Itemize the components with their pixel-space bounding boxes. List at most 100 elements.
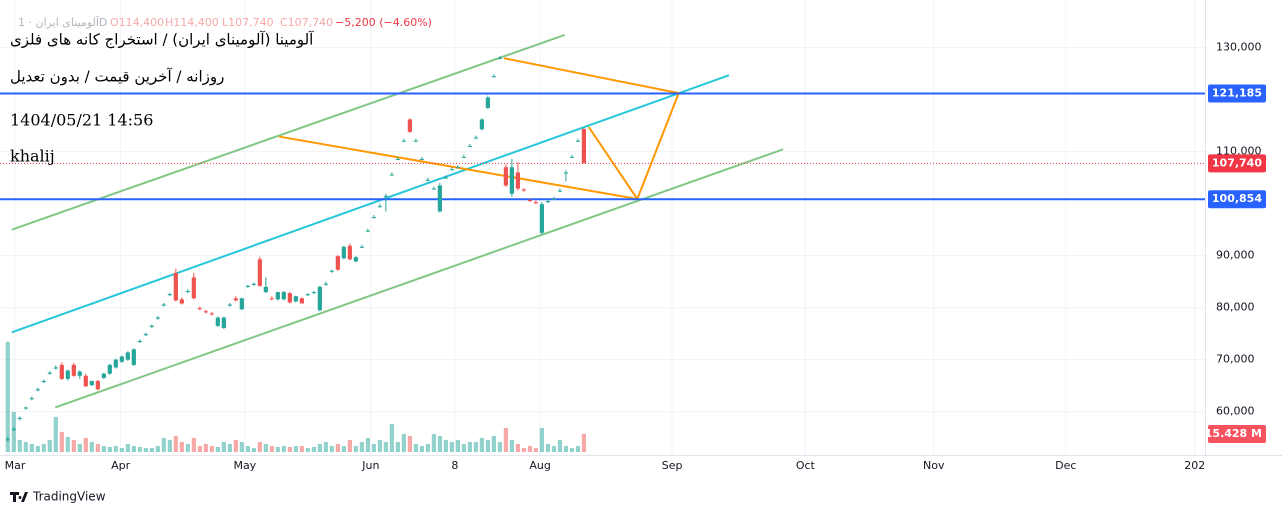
y-tick-label: 70,000 [1216,353,1255,366]
volume-bar [257,441,262,452]
candle-body [137,340,142,342]
candle-body [29,398,34,400]
x-tick-label: 8 [451,459,458,472]
candle-body [221,317,226,328]
volume-bar [347,439,352,452]
candle-body [401,140,406,142]
last-price-label-bg [1208,154,1266,173]
candle-body [353,257,358,262]
volume-bar [113,446,118,452]
volume-bar [131,446,136,452]
volume-bar [533,448,538,452]
volume-bar [335,443,340,452]
volume-bar [17,439,22,452]
candle-body [155,317,160,319]
volume-bar [95,443,100,452]
volume-bar [413,443,418,452]
candle-body [161,304,166,306]
volume-bar [227,443,232,452]
candle-body [41,380,46,383]
volume-bar [377,439,382,452]
candle-body [101,373,106,378]
candle-body [371,217,376,219]
candles-layer [5,55,586,442]
trend-line [11,74,730,334]
candle-body [263,286,268,293]
volume-bar [419,446,424,452]
candle-body [131,349,136,365]
candle-body [497,58,502,60]
candle-body [251,283,256,285]
volume-bar [527,446,532,452]
volume-bar [119,448,124,452]
candle-body [167,294,172,296]
volume-bar [443,439,448,452]
candle-body [299,298,304,304]
close: C107,740 [280,16,333,29]
candle-body [407,119,412,132]
volume-bar [407,435,412,452]
candle-body [329,270,334,272]
header-layer: آلومینای ایران · 1D O114,400 H114,400 L1… [10,15,432,166]
candle-body [281,292,286,300]
candle-body [287,293,292,303]
candle-body [563,172,568,174]
x-tick-label: Apr [111,459,131,472]
candle-body [185,291,190,293]
volume-bar [59,432,64,452]
volume-bar [233,439,238,452]
candle-body [11,428,16,430]
volume-bar [311,446,316,452]
candle-body [395,158,400,160]
volume-bar [65,436,70,452]
volume-bar [173,435,178,452]
volume-bar [305,448,310,452]
trend-line [11,34,566,231]
volume-bar [29,443,34,452]
candle-body [545,201,550,203]
candle-body [551,198,556,201]
candle-body [509,167,514,194]
axis-layer: 60,000 70,000 80,000 90,000 110,000 130,000 Ma… [0,0,1282,472]
candle-body [473,137,478,139]
candle-body [425,179,430,181]
candle-body [227,304,232,306]
volume-bar [167,439,172,452]
candle-body [479,119,484,130]
volume-bar [83,437,88,452]
volume-bar [53,416,58,452]
candle-body [35,389,40,391]
candle-body [341,246,346,259]
candle-body [89,380,94,386]
volume-bar [521,448,526,452]
volume-bar [449,441,454,452]
volume-bar [563,446,568,452]
candle-body [83,375,88,387]
volume-bar [515,443,520,452]
candle-body [191,277,196,299]
x-tick-label: Mar [5,459,26,472]
candle-body [113,359,118,368]
candle-body [293,296,298,302]
candle-body [443,177,448,179]
overlay-author: khalij [10,147,55,166]
volume-bar [551,446,556,452]
volume-bar [317,443,322,452]
y-tick-label: 60,000 [1216,405,1255,418]
hline-label-bg [1208,190,1266,209]
candle-body [365,230,370,232]
volume-bar [251,448,256,452]
candle-body [491,76,496,78]
volume-bar [323,441,328,452]
volume-bar [431,433,436,452]
volume-bar [161,437,166,452]
volume-bar [41,443,46,452]
candle-body [5,439,10,441]
volume-bar [383,441,388,452]
candle-body [431,188,436,190]
hline-label-bg [1208,84,1266,103]
candle-body [449,169,454,171]
candle-body [203,311,208,313]
candle-body [467,145,472,147]
